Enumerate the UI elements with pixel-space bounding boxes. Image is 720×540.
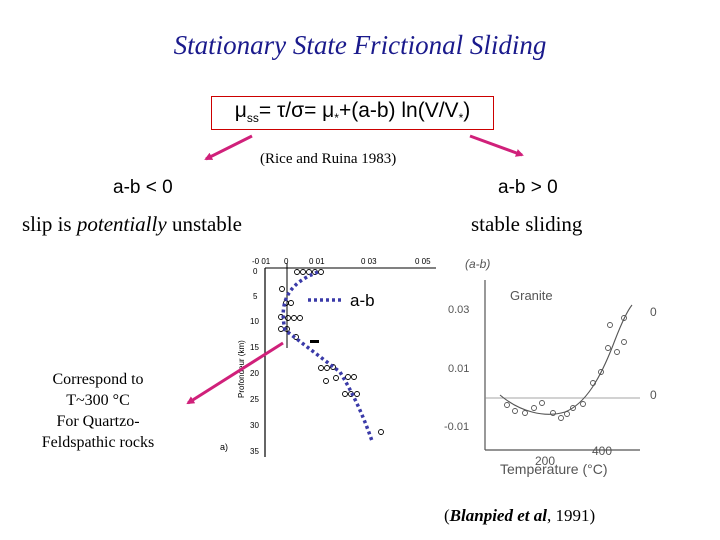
top-tick-5: 0 05 [415,257,431,266]
eq-ss-sub: ss [246,111,259,126]
eq-mu: μ [234,99,247,122]
condition-positive: a-b > 0 [498,177,558,198]
depth-tick-20: 20 [250,369,259,378]
note-line-3: For Quartzo- [56,413,140,430]
panel-label: a) [220,442,228,452]
depth-tick-15: 15 [250,343,259,352]
temp-ytick-1: 0.03 [448,304,469,316]
condition-negative: a-b < 0 [113,177,173,198]
temperature-plot: (a-b) Granite 0.03 0.01 -0.01 0 0 200 40… [444,257,657,477]
temp-fit-curve [499,304,633,415]
temp-data-points [504,315,627,421]
unstable-italic: potentially [76,212,167,236]
top-tick-4: 0 03 [361,257,377,266]
note-line-2: T~300 °C [66,392,130,409]
temp-ytick-3: -0.01 [444,421,469,433]
blanpied-year: , 1991) [546,506,596,525]
blanpied-citation: (Blanpied et al, 1991) [444,506,595,526]
temperature-note: Correspond to T~300 °C For Quartzo- Feld… [22,369,174,453]
depth-tick-10: 10 [250,317,259,326]
legend-label: a-b [350,291,375,310]
eq-part1: = τ/σ= μ [258,99,335,122]
blanpied-open: ( [444,506,450,525]
eq-star-sub-1: * [334,111,339,126]
depth-tick-5: 5 [253,292,258,301]
temp-xtick-200: 200 [535,454,555,468]
arrow-left [204,134,253,161]
rice-ruina-citation: (Rice and Ruina 1983) [260,151,397,167]
temp-xtick-400: 400 [592,444,612,458]
depth-tick-25: 25 [250,395,259,404]
depth-tick-35: 35 [250,447,259,456]
depth-tick-30: 30 [250,421,259,430]
depth-data-points [278,269,384,435]
eq-star-sub-2: * [458,111,464,126]
unstable-prefix: slip is [22,212,77,236]
note-line-4: Feldspathic rocks [41,434,155,451]
stable-statement: stable sliding [471,212,583,236]
top-tick-3: 0 01 [309,257,325,266]
temp-ytick-2: 0.01 [448,363,469,375]
blanpied-author: Blanpied et al [449,506,547,525]
unstable-suffix: unstable [166,212,242,236]
depth-plot: -0 01 0 0 01 0 03 0 05 0 5 10 15 20 25 3… [220,257,436,457]
eq-part3: ) [463,99,471,122]
temp-x-label: Temperature (°C) [500,461,608,477]
depth-tick-0: 0 [253,267,258,276]
arrow-right [469,134,524,157]
right-tick-1: 0 [650,305,657,319]
temp-y-label: (a-b) [465,257,490,271]
ab-depth-curve [281,270,374,442]
note-line-1: Correspond to [52,371,144,388]
right-tick-2: 0 [650,388,657,402]
depth-marker [310,340,319,343]
equation-box [211,96,494,130]
top-tick-2: 0 [284,257,289,266]
top-tick-1: -0 01 [252,257,271,266]
unstable-statement: slip is potentially unstable [22,212,242,237]
slide-title: Stationary State Frictional Sliding [173,30,547,60]
eq-part2: +(a-b) ln(V/V [338,99,459,122]
arrow-note [186,341,284,405]
friction-equation: μss= τ/σ= μ*+(a-b) ln(V/V*) [211,99,494,125]
rock-type-label: Granite [510,288,553,303]
